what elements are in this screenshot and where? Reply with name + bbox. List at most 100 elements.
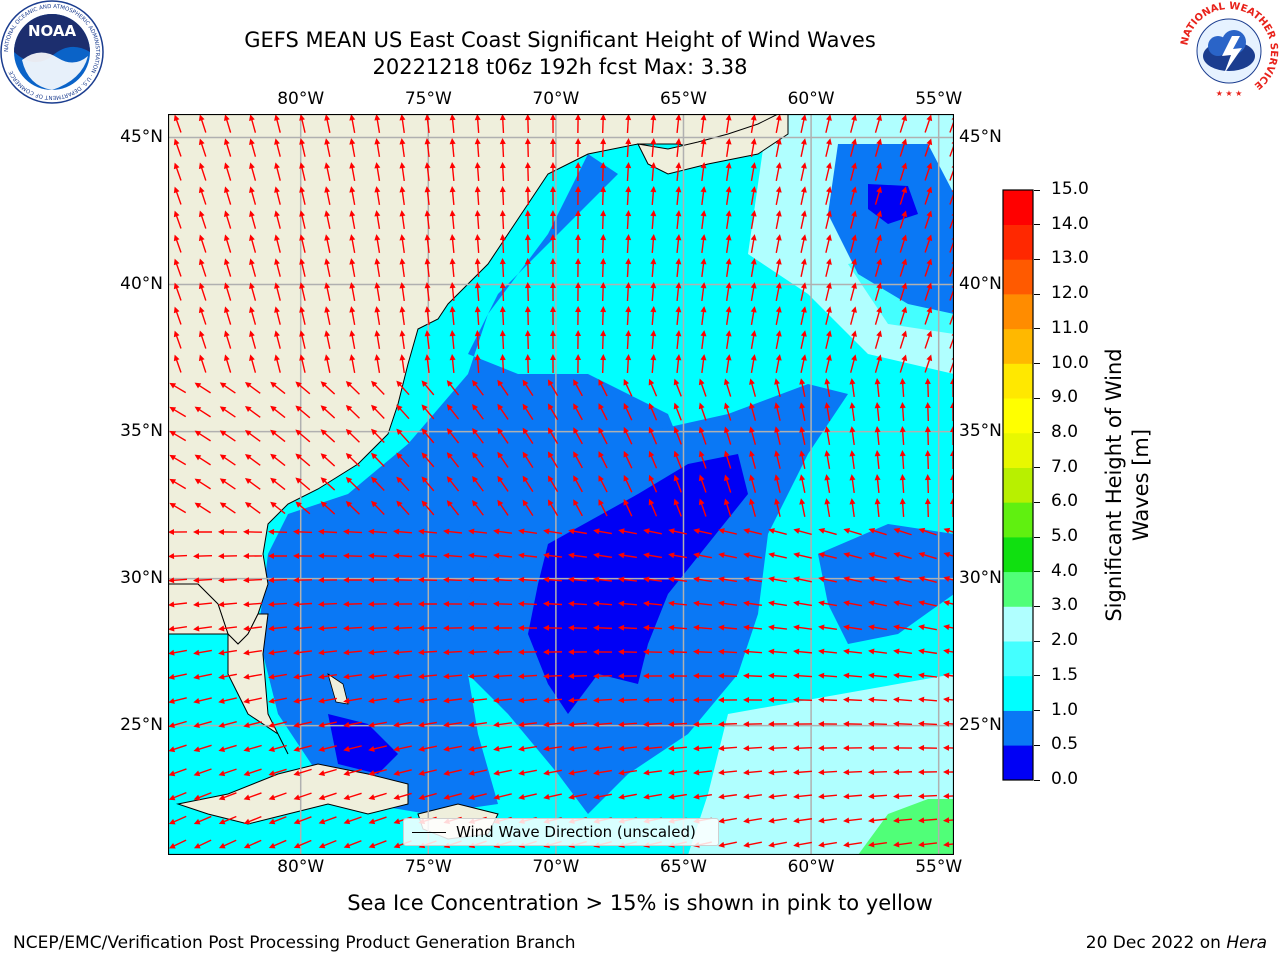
wave-arrow	[320, 381, 336, 395]
wave-arrow	[918, 793, 938, 800]
wave-arrow	[824, 450, 831, 469]
wave-arrow	[418, 697, 438, 704]
wave-arrow	[868, 696, 888, 703]
wave-arrow	[522, 379, 534, 396]
wave-arrow	[618, 528, 637, 535]
wave-arrow	[868, 576, 887, 583]
wave-arrow	[893, 600, 912, 607]
wave-arrow	[924, 234, 933, 253]
wave-arrow	[575, 210, 582, 230]
wave-arrow	[493, 552, 513, 559]
wave-arrow	[775, 330, 782, 349]
wave-arrow	[743, 745, 763, 752]
wave-arrow	[793, 841, 812, 848]
wave-arrow	[193, 625, 213, 632]
wave-arrow	[243, 792, 262, 801]
wave-arrow	[418, 649, 438, 656]
wave-arrow	[468, 793, 487, 800]
wave-arrow	[173, 162, 182, 181]
wave-arrow	[374, 186, 381, 205]
wave-arrow	[270, 453, 286, 467]
wave-arrow	[868, 527, 887, 536]
wave-arrow	[893, 576, 912, 583]
wave-arrow	[793, 696, 813, 703]
wave-arrow	[924, 162, 933, 181]
wave-arrow	[874, 450, 881, 470]
wave-arrow	[518, 793, 537, 800]
colorbar-segment-11	[1003, 363, 1033, 399]
wave-arrow	[293, 528, 313, 535]
wave-arrow	[193, 553, 213, 560]
wave-arrow	[625, 306, 632, 326]
wave-arrow	[173, 186, 182, 205]
wave-arrow	[193, 673, 212, 680]
wave-arrow	[625, 162, 632, 182]
wave-arrow	[568, 528, 587, 535]
wave-arrow	[768, 672, 788, 679]
wave-arrow	[693, 721, 713, 728]
wave-arrow	[244, 478, 261, 490]
lon-label-bottom-4: 60°W	[787, 857, 835, 877]
wave-arrow	[768, 769, 788, 776]
colorbar-tick-mark-11	[1034, 397, 1040, 399]
wave-arrow	[743, 721, 763, 728]
wave-arrow	[543, 552, 563, 559]
wave-arrow	[549, 186, 556, 206]
wave-arrow	[874, 306, 882, 325]
wave-arrow	[268, 625, 288, 632]
wave-arrow	[299, 114, 306, 133]
wave-arrow	[918, 696, 938, 703]
wave-arrow	[868, 720, 888, 727]
colorbar-segment-14	[1003, 259, 1033, 295]
wave-arrow	[399, 330, 406, 350]
wave-arrow	[924, 330, 933, 349]
wave-arrow	[849, 426, 856, 446]
lon-label-bottom-5: 55°W	[915, 857, 963, 877]
wave-arrow	[675, 282, 682, 302]
wave-arrow	[543, 576, 563, 583]
wave-arrow	[318, 697, 337, 704]
wave-arrow	[775, 258, 782, 277]
wave-arrow	[899, 306, 908, 325]
wave-arrow	[421, 428, 435, 444]
wave-arrow	[274, 306, 281, 325]
wave-arrow	[623, 402, 633, 421]
wave-arrow	[368, 625, 388, 632]
wave-arrow	[648, 402, 658, 421]
wave-arrow	[924, 498, 931, 518]
wave-arrow	[244, 406, 261, 418]
wave-arrow	[518, 697, 538, 704]
colorbar-tick-17: 15.0	[1051, 179, 1089, 199]
wave-arrow	[893, 817, 913, 824]
wave-arrow	[368, 649, 388, 656]
colorbar-tick-3: 1.5	[1051, 664, 1079, 685]
wave-arrow	[774, 426, 781, 445]
wave-arrow	[918, 769, 938, 776]
lat-label-right-1: 40°N	[959, 273, 1002, 294]
wave-arrow	[194, 478, 211, 490]
wave-arrow	[918, 720, 938, 727]
wave-arrow	[497, 499, 509, 516]
wave-arrow	[600, 186, 607, 206]
wave-arrow	[418, 625, 438, 632]
wave-arrow	[418, 552, 438, 559]
wave-arrow	[371, 500, 385, 515]
wave-arrow	[299, 234, 306, 253]
wave-arrow	[668, 697, 688, 704]
wave-arrow	[446, 428, 460, 444]
wave-arrow	[849, 498, 856, 518]
wave-arrow	[700, 234, 707, 254]
wave-arrow	[270, 405, 286, 419]
wave-arrow	[249, 210, 257, 229]
wave-arrow	[223, 138, 232, 157]
wave-arrow	[293, 768, 312, 777]
wave-arrow	[173, 330, 182, 349]
wave-arrow	[449, 306, 456, 326]
wave-arrow	[169, 430, 187, 442]
wave-arrow	[618, 600, 638, 607]
wave-arrow	[593, 745, 613, 752]
colorbar-tick-mark-10	[1034, 432, 1040, 434]
wave-arrow	[169, 502, 187, 514]
wave-arrow	[493, 721, 513, 728]
wave-arrow	[318, 673, 338, 680]
